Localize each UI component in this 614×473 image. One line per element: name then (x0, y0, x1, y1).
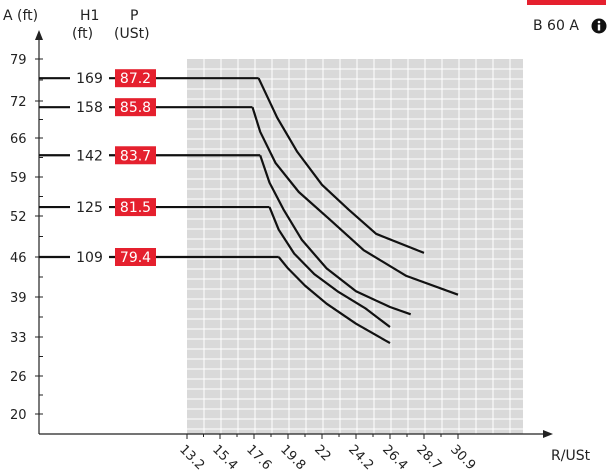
h1-box (70, 198, 109, 217)
load-curve-142 (259, 154, 412, 316)
h1-unit: (ft) (72, 26, 93, 42)
x-axis-label: R/USt (551, 448, 591, 464)
p-value: 79.4 (120, 250, 151, 266)
info-icon-stem (597, 24, 601, 31)
h1-value: 158 (76, 100, 103, 116)
y-tick-label: 79 (10, 53, 27, 68)
h1-value: 125 (76, 200, 103, 216)
p-box (115, 248, 156, 266)
x-tick-label: 28.7 (413, 442, 444, 473)
p-value: 81.5 (120, 200, 151, 216)
load-curve-158 (251, 106, 459, 296)
info-icon-dot (597, 20, 601, 24)
x-tick-label: 15.4 (209, 442, 240, 473)
h1-box (70, 146, 109, 165)
x-tick-label: 26.4 (379, 442, 410, 473)
y-tick-label: 52 (10, 210, 27, 225)
load-curve-125 (268, 206, 391, 328)
y-axis-arrow (35, 30, 43, 40)
p-box (115, 69, 156, 88)
h1-value: 169 (76, 71, 103, 87)
load-curve-169 (257, 77, 425, 254)
x-tick-label: 24.2 (345, 442, 376, 473)
load-curve-109 (277, 256, 391, 345)
axes (35, 30, 553, 439)
y-tick-label: 33 (10, 331, 27, 346)
x-tick-label: 17.6 (243, 442, 274, 473)
p-box (115, 146, 156, 165)
y-tick-label: 39 (10, 291, 27, 306)
h1-header: H1 (80, 8, 99, 24)
y-tick-label: 46 (10, 251, 27, 266)
y-axis-label: A (ft) (3, 8, 38, 24)
x-axis-arrow (543, 430, 553, 438)
y-tick-label: 66 (10, 132, 27, 147)
x-tick-label: 13.2 (176, 442, 207, 473)
y-tick-label: 72 (10, 95, 27, 110)
p-header: P (130, 8, 138, 24)
top-accent-bar (527, 0, 606, 5)
h1-value: 109 (76, 250, 103, 266)
h1-box (70, 98, 109, 117)
p-box (115, 98, 156, 117)
y-tick-label: 59 (10, 171, 27, 186)
h1-box (70, 248, 109, 266)
grid (187, 59, 523, 434)
p-value: 83.7 (120, 148, 151, 164)
grid-background (187, 59, 523, 434)
curves (251, 77, 459, 345)
x-tick-label: 22 (311, 442, 333, 464)
y-tick-label: 26 (10, 370, 27, 385)
x-tick-label: 30.9 (447, 442, 478, 473)
h1-box (70, 69, 109, 88)
p-value: 87.2 (120, 71, 151, 87)
x-tick-label: 19.8 (277, 442, 308, 473)
y-tick-label: 20 (10, 408, 27, 423)
p-box (115, 198, 156, 217)
p-value: 85.8 (120, 100, 151, 116)
model-badge: B 60 A (533, 18, 579, 34)
p-unit: (USt) (114, 26, 150, 42)
h1-value: 142 (76, 148, 103, 164)
